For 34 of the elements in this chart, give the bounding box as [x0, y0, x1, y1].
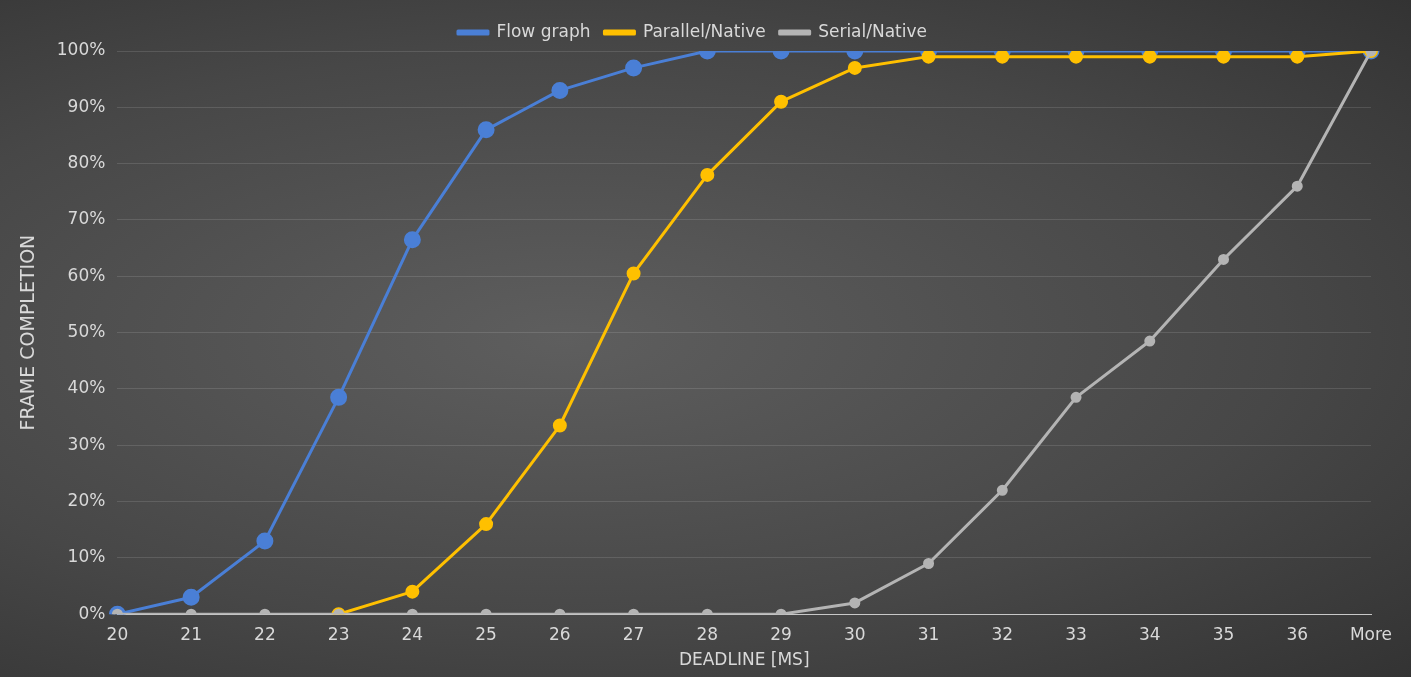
x-axis-title: DEADLINE [MS]	[678, 649, 810, 670]
x-tick-label: 21	[180, 623, 202, 644]
x-tick-label: 29	[770, 623, 792, 644]
x-tick-label: 32	[991, 623, 1014, 644]
x-tick-label: 28	[696, 623, 719, 644]
x-tick-label: More	[1349, 623, 1393, 644]
y-tick-label: 30%	[67, 433, 106, 454]
y-tick-label: 0%	[78, 602, 106, 623]
y-tick-label: 60%	[67, 264, 106, 285]
y-tick-label: 10%	[67, 546, 106, 567]
x-tick-label: 22	[254, 623, 276, 644]
y-tick-label: 90%	[67, 95, 106, 116]
legend-label: Parallel/Native	[642, 20, 766, 41]
x-tick-label: 30	[843, 623, 866, 644]
x-tick-label: 31	[917, 623, 940, 644]
x-tick-label: 20	[106, 623, 129, 644]
legend-label: Flow graph	[496, 20, 591, 41]
y-tick-label: 80%	[67, 152, 106, 173]
x-tick-label: 27	[622, 623, 645, 644]
x-tick-label: 35	[1212, 623, 1235, 644]
x-tick-label: 36	[1286, 623, 1309, 644]
x-tick-label: 25	[475, 623, 497, 644]
y-tick-label: 40%	[67, 377, 106, 398]
y-tick-label: 70%	[67, 208, 106, 229]
y-axis-title: FRAME COMPLETION	[16, 234, 39, 431]
x-tick-label: 26	[549, 623, 571, 644]
legend-label: Serial/Native	[818, 20, 928, 41]
x-tick-label: 24	[401, 623, 424, 644]
y-tick-label: 100%	[56, 39, 106, 60]
x-tick-label: 34	[1138, 623, 1161, 644]
y-tick-label: 20%	[67, 489, 106, 510]
x-tick-label: 23	[327, 623, 350, 644]
y-tick-label: 50%	[67, 321, 106, 342]
x-tick-label: 33	[1065, 623, 1087, 644]
